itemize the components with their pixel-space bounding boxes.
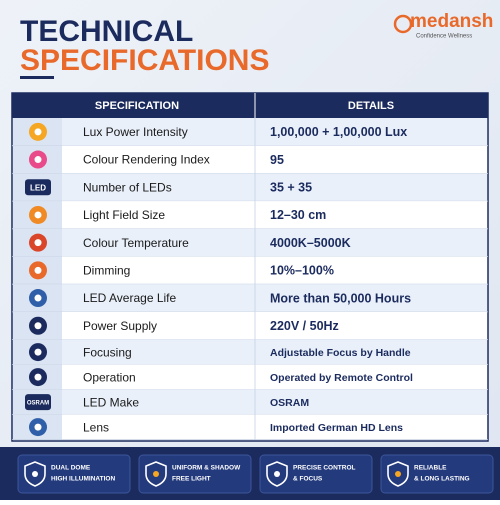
spec-label: Operation	[83, 370, 136, 384]
column-header: DETAILS	[348, 100, 394, 112]
logo-mark	[393, 14, 413, 34]
spec-value: Operated by Remote Control	[270, 372, 413, 384]
spec-label: Lux Power Intensity	[83, 125, 188, 139]
spec-value: 220V / 50Hz	[270, 319, 339, 333]
icon-inner	[34, 211, 42, 219]
icon-text: LED	[30, 183, 46, 192]
column-header: SPECIFICATION	[95, 100, 179, 112]
spec-value: 1,00,000 + 1,00,000 Lux	[270, 125, 407, 139]
row-bg	[62, 414, 487, 440]
spec-value: 12–30 cm	[270, 208, 326, 222]
row-bg	[62, 311, 487, 340]
row-bg	[62, 284, 487, 312]
badge-text: DUAL DOME	[51, 465, 91, 472]
badge-icon-dot	[395, 471, 401, 477]
spec-label: Number of LEDs	[83, 180, 172, 194]
spec-label: Light Field Size	[83, 208, 165, 222]
icon-inner	[34, 156, 42, 164]
badge	[259, 454, 373, 494]
spec-label: LED Make	[83, 395, 139, 409]
icon-inner	[34, 266, 42, 274]
spec-value: Adjustable Focus by Handle	[270, 347, 411, 359]
badge-text: & FOCUS	[293, 476, 323, 483]
badge-icon	[145, 461, 167, 487]
spec-table: SPECIFICATION DETAILS Lux Power Intensit…	[11, 92, 489, 442]
badge-icon-dot	[274, 471, 280, 477]
spec-label: Colour Rendering Index	[83, 153, 210, 167]
row-bg	[62, 118, 487, 146]
brand: medansh	[410, 11, 493, 32]
row-bg	[62, 173, 487, 202]
spec-label: Power Supply	[83, 319, 157, 333]
icon-inner	[34, 239, 42, 247]
row-bg	[62, 339, 487, 365]
badge-text: PRECISE CONTROL	[293, 465, 356, 472]
badge-icon-dot	[153, 471, 159, 477]
spec-label: Colour Temperature	[83, 236, 189, 250]
icon-inner	[34, 294, 42, 302]
icon	[25, 394, 51, 411]
row-bg	[62, 364, 487, 390]
badge	[380, 454, 494, 494]
badge-icon-dot	[32, 471, 38, 477]
spec-label: Lens	[83, 420, 109, 434]
spec-value: More than 50,000 Hours	[270, 291, 411, 305]
badge-icon	[266, 461, 288, 487]
icon-inner	[34, 322, 42, 330]
badge	[17, 454, 131, 494]
icon	[25, 179, 51, 196]
badge-text: FREE LIGHT	[172, 476, 211, 483]
row-bg	[62, 145, 487, 174]
title-line2: SPECIFICATIONS	[20, 44, 269, 77]
footer: DUAL DOME HIGH ILLUMINATION UNIFORM & SHAD…	[17, 454, 494, 494]
icon-inner	[34, 373, 42, 381]
icon-text: OSRAM	[27, 401, 49, 407]
spec-value: Imported German HD Lens	[270, 422, 403, 434]
row-bg	[62, 228, 487, 257]
icon-inner	[34, 348, 42, 356]
icon-inner	[34, 423, 42, 431]
badge-icon	[387, 461, 409, 487]
spec-value: 95	[270, 153, 284, 167]
icon-inner	[34, 128, 42, 136]
badge-text: & LONG LASTING	[414, 476, 470, 483]
spec-value: 10%–100%	[270, 264, 334, 278]
table-header	[12, 93, 488, 118]
title-line1: TECHNICAL	[20, 15, 193, 48]
title-underline	[20, 76, 54, 79]
spec-label: LED Average Life	[83, 291, 177, 305]
spec-label: Dimming	[83, 264, 130, 278]
row-bg	[62, 201, 487, 229]
badge-text: UNIFORM & SHADOW	[172, 465, 241, 472]
spec-value: 35 + 35	[270, 181, 312, 195]
spec-value: 4000K–5000K	[270, 236, 351, 250]
badge-text: RELIABLE	[414, 465, 447, 472]
spec-label: Focusing	[83, 345, 132, 359]
badge	[138, 454, 252, 494]
row-bg	[62, 389, 487, 415]
badge-icon	[24, 461, 46, 487]
row-bg	[62, 256, 487, 285]
brand-tagline: Confidence Wellness	[416, 34, 472, 40]
badge-text: HIGH ILLUMINATION	[51, 476, 115, 483]
spec-value: OSRAM	[270, 397, 309, 409]
